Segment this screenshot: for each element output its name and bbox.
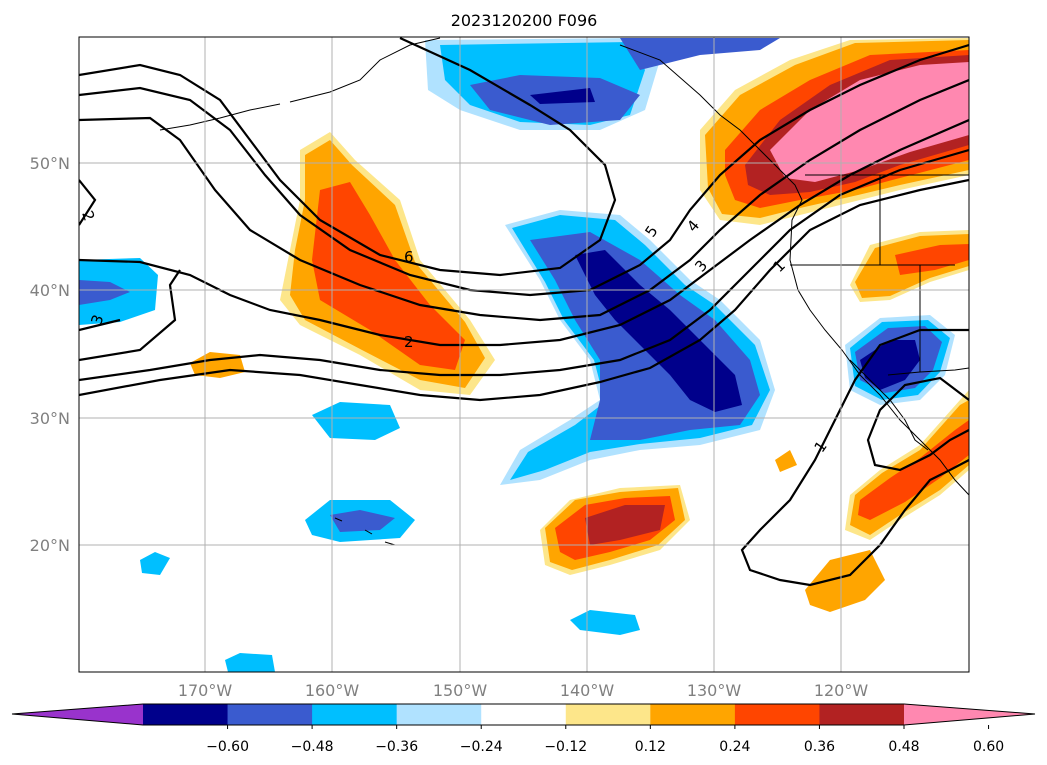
longitude-labels: 170°W 160°W 150°W 140°W 130°W 120°W xyxy=(178,681,869,700)
border-states xyxy=(790,175,955,372)
contour-3 xyxy=(79,78,969,322)
latitude-labels: 50°N 40°N 30°N 20°N xyxy=(30,154,70,555)
colorbar-swatch-pos_012 xyxy=(565,704,651,725)
colorbar-tick-label: −0.24 xyxy=(460,739,503,755)
colorbar-tick-label: 0.12 xyxy=(635,739,666,755)
anomaly-blob-mid xyxy=(312,402,400,440)
lon-label-150w: 150°W xyxy=(433,681,488,700)
colorbar: −0.60 −0.48 −0.36 −0.24 −0.12 0.12 0.24 0.36 0.4… xyxy=(11,703,1036,755)
colorbar-tick-label: −0.12 xyxy=(544,739,587,755)
anomaly-subtropical-core xyxy=(585,505,665,545)
lat-label-50n: 50°N xyxy=(30,154,70,173)
coastlines xyxy=(159,37,969,546)
contour-south-inner xyxy=(866,376,969,472)
colorbar-swatch-neg_024 xyxy=(396,704,482,725)
colorbar-swatch-neg_036 xyxy=(312,704,398,725)
colorbar-tick-label: −0.60 xyxy=(206,739,249,755)
contour-south-loop xyxy=(740,328,969,587)
map-title: 2023120200 F096 xyxy=(451,11,598,30)
anomaly-blob-west-inner xyxy=(79,280,130,305)
lat-label-30n: 30°N xyxy=(30,409,70,428)
colorbar-under-extend xyxy=(12,704,143,725)
anomaly-blob-hawaii-inner xyxy=(330,510,395,532)
contour-label: 6 xyxy=(404,248,414,266)
colorbar-swatch-neg_060 xyxy=(143,704,229,725)
colorbar-tick-label: 0.48 xyxy=(888,739,919,755)
map-frame xyxy=(78,36,970,673)
colorbar-ticks: −0.60 −0.48 −0.36 −0.24 −0.12 0.12 0.24 0.36 0.4… xyxy=(206,725,1004,755)
colorbar-over-extend xyxy=(904,704,1035,725)
lon-label-170w: 170°W xyxy=(178,681,233,700)
lon-label-160w: 160°W xyxy=(305,681,360,700)
lat-label-20n: 20°N xyxy=(30,536,70,555)
gridlines xyxy=(79,37,969,672)
lon-label-140w: 140°W xyxy=(560,681,615,700)
contour-6 xyxy=(79,178,969,402)
lat-label-40n: 40°N xyxy=(30,281,70,300)
contour-label: 2 xyxy=(404,333,414,351)
coastline-baja xyxy=(849,359,929,451)
colorbar-outline xyxy=(11,703,1036,726)
colorbar-swatches xyxy=(12,704,1035,725)
anomaly-blob-tiny-positive xyxy=(775,450,797,472)
contour-2 xyxy=(79,43,969,297)
lon-label-120w: 120°W xyxy=(814,681,869,700)
colorbar-tick-label: −0.48 xyxy=(291,739,334,755)
contour-5 xyxy=(79,148,969,382)
anomaly-central-positive-inner xyxy=(312,182,465,370)
anomaly-blob-far-west xyxy=(140,552,170,575)
colorbar-swatch-neg_048 xyxy=(227,704,313,725)
lon-label-130w: 130°W xyxy=(687,681,742,700)
map-panel: 6 2 2 3 5 4 3 1 1 xyxy=(78,36,970,673)
anomaly-gulf-alaska-core xyxy=(530,88,595,104)
colorbar-swatch-pos_024 xyxy=(650,704,736,725)
aleutian-islands xyxy=(159,103,281,131)
colorbar-swatch-pos_048 xyxy=(819,704,905,725)
colorbar-tick-label: −0.36 xyxy=(375,739,418,755)
colorbar-swatch-neutral xyxy=(481,704,567,725)
colorbar-tick-label: 0.60 xyxy=(973,739,1004,755)
border-us-mexico xyxy=(887,367,969,376)
anomaly-blob-south-positive xyxy=(805,550,885,612)
contour-outer-north xyxy=(79,37,617,277)
geopotential-contours xyxy=(79,37,969,587)
anomaly-pnw-core xyxy=(770,62,969,182)
colorbar-tick-label: 0.36 xyxy=(804,739,835,755)
anomaly-north-strip xyxy=(620,38,780,70)
contour-4 xyxy=(79,118,969,347)
colorbar-swatch-pos_036 xyxy=(734,704,820,725)
anomaly-east-positive-inner xyxy=(895,244,969,275)
colorbar-tick-label: 0.24 xyxy=(719,739,750,755)
anomaly-mexico-inner xyxy=(858,420,969,520)
anomaly-blob-bottom-left xyxy=(225,653,275,672)
